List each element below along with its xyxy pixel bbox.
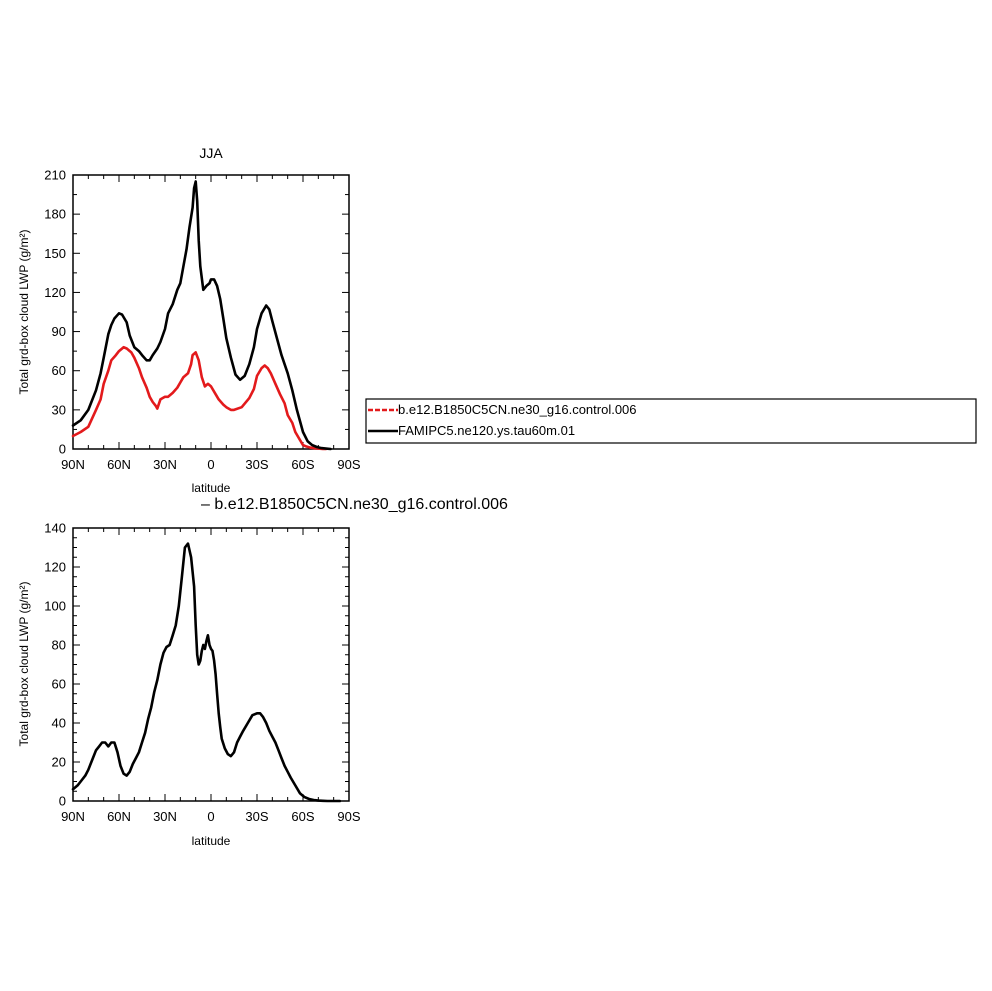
y-tick-label: 120 [44, 560, 66, 575]
y-tick-label: 150 [44, 246, 66, 261]
series-line-1-0 [71, 542, 342, 803]
y-tick-label: 60 [52, 363, 66, 378]
y-tick-label: 100 [44, 599, 66, 614]
x-tick-label: 90S [337, 457, 360, 472]
top-panel-title: JJA [199, 145, 223, 161]
bottom-plot-area: 90N 60N 30N 0 30S 60S 90S 0 20 40 60 80 100 120 140 [44, 521, 361, 825]
x-tick-label: 60N [107, 809, 131, 824]
top-y-axis-title: Total grd-box cloud LWP (g/m²) [17, 230, 31, 395]
y-tick-label: 0 [59, 794, 66, 809]
x-tick-label: 30N [153, 809, 177, 824]
y-tick-label: 20 [52, 755, 66, 770]
y-tick-label: 180 [44, 207, 66, 222]
y-tick-label: 60 [52, 677, 66, 692]
x-tick-label: 0 [207, 809, 214, 824]
top-x-axis-title: latitude [192, 481, 231, 495]
x-tick-label: 90N [61, 809, 85, 824]
y-tick-label: 40 [52, 716, 66, 731]
x-tick-label: 60S [291, 809, 314, 824]
bottom-panel: – b.e12.B1850C5CN.ne30_g16.control.006 9… [17, 496, 508, 848]
legend-box [365, 398, 977, 444]
series-line-0-1 [71, 180, 332, 451]
x-tick-label: 60S [291, 457, 314, 472]
x-tick-label: 90N [61, 457, 85, 472]
top-legend: b.e12.B1850C5CN.ne30_g16.control.006 FAM… [365, 398, 977, 444]
x-tick-label: 60N [107, 457, 131, 472]
x-tick-label: 30S [245, 457, 268, 472]
y-tick-label: 30 [52, 402, 66, 417]
y-tick-label: 120 [44, 285, 66, 300]
y-tick-label: 90 [52, 324, 66, 339]
x-tick-label: 90S [337, 809, 360, 824]
top-plot-area: 90N 60N 30N 0 30S 60S 90S 0 30 60 90 120 150 180 210 [44, 168, 361, 473]
y-tick-label: 210 [44, 168, 66, 183]
x-tick-label: 30S [245, 809, 268, 824]
y-tick-label: 0 [59, 442, 66, 457]
legend-label-famip: FAMIPC5.ne120.ys.tau60m.01 [398, 423, 575, 438]
bottom-y-axis-title: Total grd-box cloud LWP (g/m²) [17, 582, 31, 747]
y-tick-label: 140 [44, 521, 66, 536]
top-panel: JJA 90N 60N 30N 0 30S 60S 90S 0 30 60 90 120 150 180 2… [17, 145, 361, 495]
y-tick-label: 80 [52, 638, 66, 653]
bottom-x-axis-title: latitude [192, 834, 231, 848]
x-tick-label: 0 [207, 457, 214, 472]
legend-label-control: b.e12.B1850C5CN.ne30_g16.control.006 [398, 402, 637, 417]
x-tick-label: 30N [153, 457, 177, 472]
bottom-panel-title: – b.e12.B1850C5CN.ne30_g16.control.006 [201, 496, 508, 513]
series-line-0-0 [71, 345, 328, 451]
